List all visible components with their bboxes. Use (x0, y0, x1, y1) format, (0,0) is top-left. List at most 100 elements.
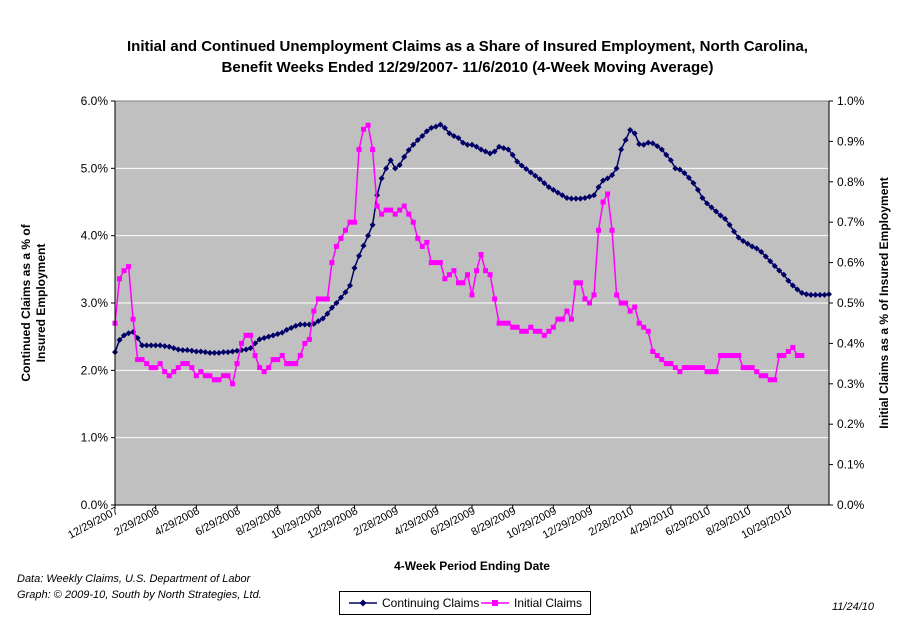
data-point (722, 353, 728, 359)
data-point (419, 133, 426, 140)
data-point (767, 258, 774, 265)
data-point (157, 342, 164, 349)
data-point (541, 332, 547, 338)
data-point (546, 328, 552, 334)
data-point (184, 361, 190, 367)
data-point (284, 361, 290, 367)
data-point (699, 365, 705, 371)
data-point (618, 300, 624, 306)
y-right-tick-label: 0.5% (837, 296, 865, 310)
data-point (509, 151, 516, 158)
data-point (432, 123, 439, 130)
data-point (685, 174, 692, 181)
data-point (749, 243, 756, 250)
data-point (257, 365, 263, 371)
y-right-tick-label: 0.3% (837, 377, 865, 391)
data-point (758, 248, 765, 255)
data-point (572, 195, 579, 202)
data-point (803, 291, 810, 298)
data-point (144, 361, 150, 367)
x-tick-label: 2/28/2010 (587, 505, 636, 539)
data-point (600, 199, 606, 205)
data-point (487, 272, 493, 278)
data-point (785, 348, 791, 354)
data-point (265, 333, 272, 340)
data-point (224, 349, 231, 356)
data-point (288, 324, 295, 331)
data-point (645, 328, 651, 334)
data-point (166, 343, 173, 350)
data-point (243, 332, 249, 338)
data-point (654, 143, 661, 150)
data-point (135, 357, 141, 363)
data-point (206, 349, 213, 356)
data-point (197, 348, 204, 355)
data-point (333, 300, 340, 306)
data-point (455, 280, 461, 286)
legend-continuing-label: Continuing Claims (382, 596, 480, 610)
data-point (220, 373, 226, 379)
data-point (776, 267, 783, 274)
data-point (505, 146, 512, 153)
data-point (636, 141, 643, 148)
data-point (663, 151, 670, 158)
data-point (695, 365, 701, 371)
data-point (121, 332, 128, 339)
data-point (532, 328, 538, 334)
x-axis-title: 4-Week Period Ending Date (394, 559, 550, 573)
data-point (563, 194, 570, 201)
data-point (627, 308, 633, 314)
data-point (780, 271, 787, 278)
data-point (550, 324, 556, 330)
data-point (668, 361, 674, 367)
data-point (397, 207, 403, 213)
data-point (464, 272, 470, 278)
data-point (243, 346, 250, 353)
data-point (441, 124, 448, 131)
data-point (116, 337, 123, 344)
data-point (319, 315, 326, 322)
y-left-tick-label: 5.0% (81, 161, 109, 175)
data-point (148, 342, 155, 349)
data-point (148, 365, 154, 371)
data-point (681, 170, 688, 177)
data-point (292, 322, 299, 329)
legend-initial-label: Initial Claims (514, 596, 583, 610)
data-point (383, 207, 389, 213)
y-right-tick-label: 0.4% (837, 336, 865, 350)
data-point (604, 175, 611, 182)
data-point (419, 243, 425, 249)
y-left-tick-label: 4.0% (81, 229, 109, 243)
data-point (275, 357, 281, 363)
data-point (613, 165, 620, 172)
data-point (807, 291, 814, 298)
data-point (514, 158, 521, 165)
data-point (672, 365, 678, 371)
data-point (211, 377, 217, 383)
data-point (139, 342, 146, 349)
data-point (279, 353, 285, 359)
data-point (365, 232, 372, 239)
data-point (378, 175, 385, 182)
data-point (527, 169, 534, 176)
data-point (577, 280, 583, 286)
data-point (315, 296, 321, 302)
data-point (415, 235, 421, 241)
data-point (428, 260, 434, 266)
data-point (501, 320, 507, 326)
data-point (731, 228, 738, 235)
data-point (401, 153, 408, 160)
data-point (215, 349, 222, 356)
data-point (704, 369, 710, 375)
data-point (297, 353, 303, 359)
data-point (559, 192, 566, 199)
y-right-tick-label: 0.7% (837, 215, 865, 229)
data-point (510, 324, 516, 330)
data-point (234, 361, 240, 367)
data-point (266, 365, 272, 371)
data-point (532, 172, 539, 179)
data-point (329, 260, 335, 266)
data-point (379, 211, 385, 217)
data-point (640, 141, 647, 148)
data-point (600, 177, 607, 184)
